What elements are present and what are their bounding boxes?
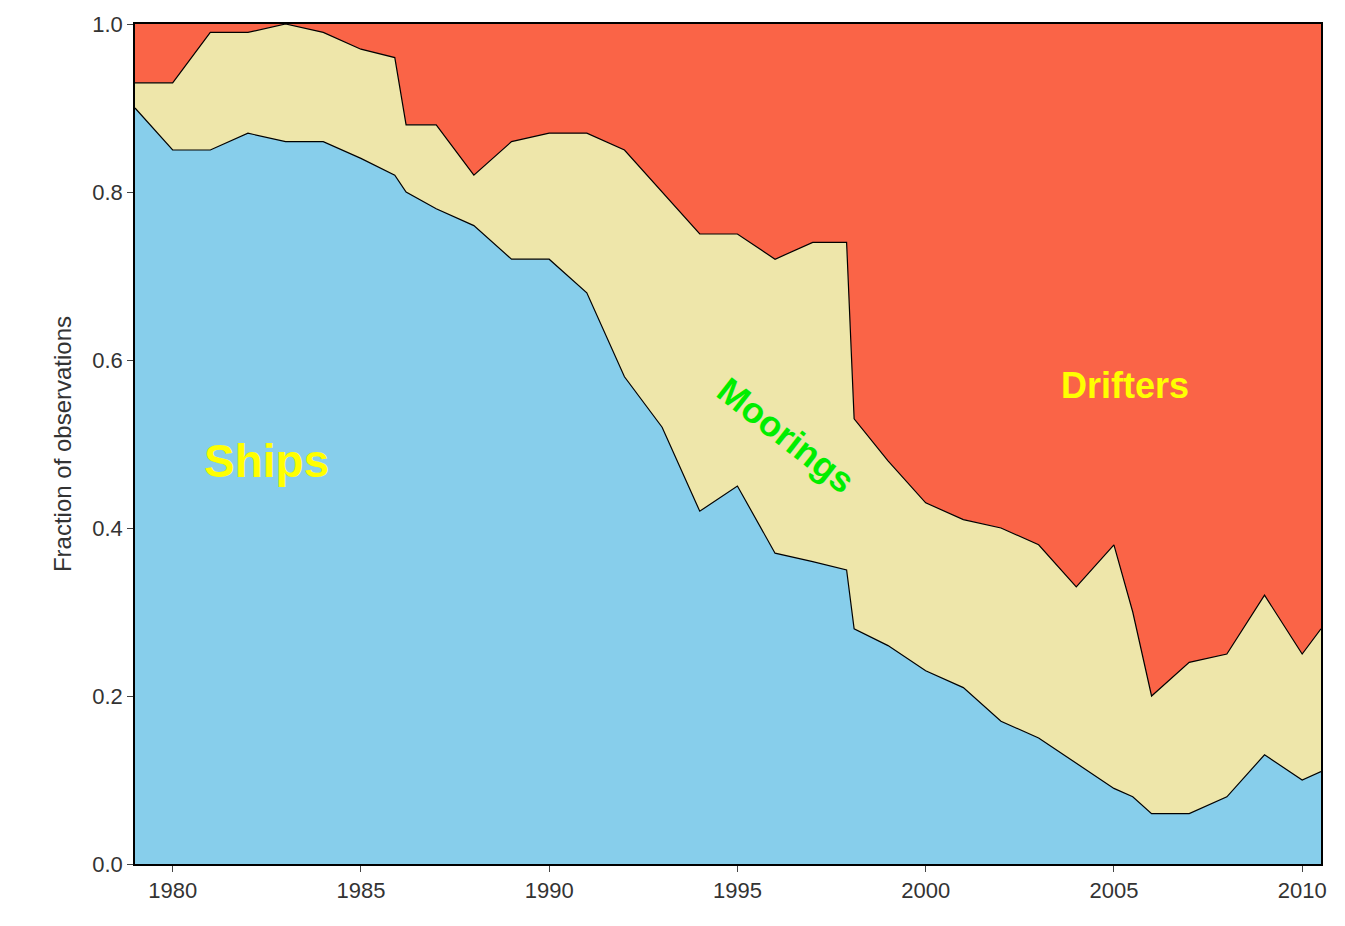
- svg-text:1990: 1990: [525, 878, 574, 903]
- svg-text:0.0: 0.0: [92, 852, 123, 877]
- svg-text:0.4: 0.4: [92, 516, 123, 541]
- svg-text:2010: 2010: [1278, 878, 1327, 903]
- svg-text:1995: 1995: [713, 878, 762, 903]
- svg-text:2000: 2000: [901, 878, 950, 903]
- svg-text:1980: 1980: [148, 878, 197, 903]
- svg-text:1.0: 1.0: [92, 12, 123, 37]
- svg-text:0.8: 0.8: [92, 180, 123, 205]
- svg-text:1985: 1985: [336, 878, 385, 903]
- svg-text:2005: 2005: [1089, 878, 1138, 903]
- svg-text:0.2: 0.2: [92, 684, 123, 709]
- svg-text:0.6: 0.6: [92, 348, 123, 373]
- svg-text:Ships: Ships: [204, 435, 329, 487]
- svg-text:Moorings: Moorings: [710, 369, 863, 501]
- svg-text:Fraction of observations: Fraction of observations: [49, 316, 76, 572]
- svg-text:Drifters: Drifters: [1061, 365, 1189, 406]
